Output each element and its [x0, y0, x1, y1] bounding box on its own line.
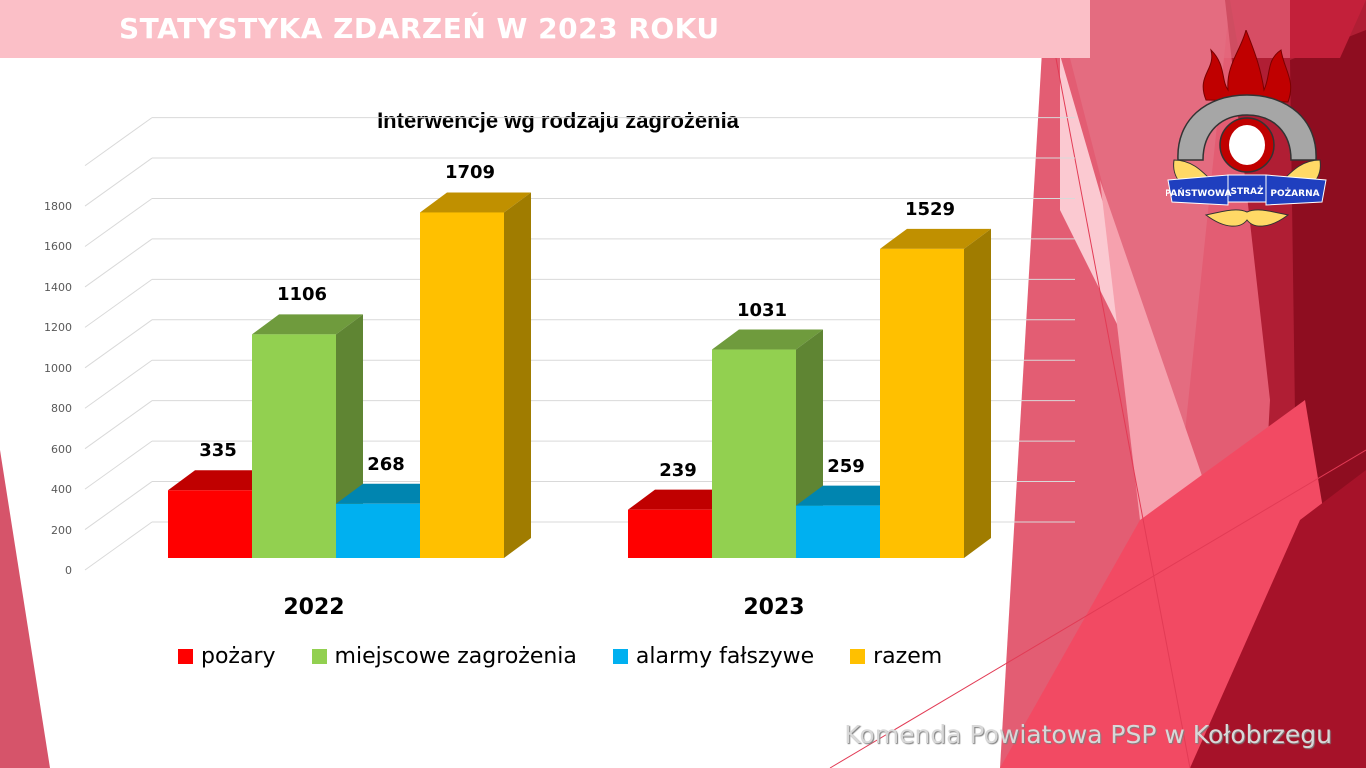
- legend-item-miejscowe: miejscowe zagrożenia: [311, 644, 577, 669]
- y-tick-label: 600: [51, 442, 72, 456]
- y-tick-label: 1800: [44, 200, 72, 214]
- data-label: 1529: [904, 198, 956, 220]
- legend-item-pozary: pożary: [178, 644, 276, 669]
- logo-banner-center: STRAŻ: [1230, 186, 1264, 197]
- legend-label: pożary: [201, 644, 276, 669]
- chart-title: Interwencje wg rodzaju zagrożenia: [377, 108, 739, 133]
- slide-title: STATYSTYKA ZDARZEŃ W 2023 ROKU: [119, 12, 720, 45]
- y-tick-label: 400: [51, 483, 72, 497]
- legend-label: miejscowe zagrożenia: [334, 644, 577, 669]
- chart-legend: pożary miejscowe zagrożenia alarmy fałsz…: [178, 644, 978, 669]
- psp-logo: PAŃSTWOWA STRAŻ POŻARNA: [1166, 30, 1327, 227]
- data-label: 1106: [276, 284, 328, 306]
- y-tick-label: 200: [51, 523, 72, 537]
- title-bar: [0, 0, 1290, 58]
- y-tick-label: 1000: [44, 361, 72, 375]
- y-tick-label: 0: [65, 564, 72, 577]
- legend-swatch-blue: [612, 649, 628, 664]
- category-label-2022: 2022: [283, 595, 345, 620]
- y-tick-label: 1200: [44, 321, 72, 335]
- y-tick-label: 1400: [44, 280, 72, 294]
- legend-item-alarmy: alarmy fałszywe: [612, 644, 815, 669]
- data-label: 259: [827, 455, 865, 477]
- data-label: 1031: [736, 299, 788, 321]
- logo-banner-left: PAŃSTWOWA: [1166, 187, 1232, 199]
- data-label: 239: [659, 459, 697, 481]
- y-tick-label: 1600: [44, 240, 72, 254]
- legend-label: razem: [873, 644, 943, 669]
- data-label: 335: [199, 440, 237, 462]
- logo-banner-right: POŻARNA: [1270, 188, 1319, 199]
- legend-swatch-green: [311, 649, 327, 664]
- legend-label: alarmy fałszywe: [635, 644, 815, 669]
- y-tick-label: 800: [51, 402, 72, 416]
- footer-organization: Komenda Powiatowa PSP w Kołobrzegu: [844, 720, 1332, 749]
- legend-swatch-yellow: [850, 649, 866, 664]
- legend-item-razem: razem: [850, 644, 942, 669]
- category-label-2023: 2023: [743, 595, 805, 620]
- data-label: 1709: [444, 162, 496, 184]
- legend-swatch-red: [178, 649, 193, 664]
- data-label: 268: [367, 453, 405, 475]
